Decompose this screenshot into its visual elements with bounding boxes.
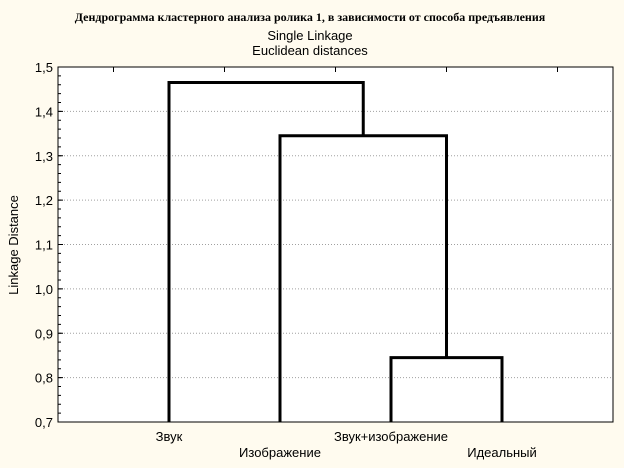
leaf-label: Идеальный — [467, 445, 537, 460]
y-tick-label: 0,9 — [35, 326, 53, 341]
y-tick-label: 1,3 — [35, 149, 53, 164]
dendrogram-link — [167, 81, 365, 422]
y-tick-label: 1,0 — [35, 282, 53, 297]
y-axis-label: Linkage Distance — [6, 195, 21, 295]
y-tick-label: 1,2 — [35, 193, 53, 208]
leaf-label: Звук — [156, 429, 183, 444]
leaf-label: Изображение — [239, 445, 321, 460]
y-tick-label: 0,7 — [35, 415, 53, 430]
leaf-label: Звук+изображение — [334, 429, 448, 444]
y-tick-label: 1,1 — [35, 238, 53, 253]
chart-subtitle-1: Single Linkage — [267, 28, 352, 43]
chart-title: Дендрограмма кластерного анализа ролика … — [75, 10, 546, 24]
y-tick-label: 1,4 — [35, 104, 53, 119]
y-tick-label: 0,8 — [35, 371, 53, 386]
chart-subtitle-2: Euclidean distances — [252, 43, 368, 58]
y-tick-label: 1,5 — [35, 60, 53, 75]
